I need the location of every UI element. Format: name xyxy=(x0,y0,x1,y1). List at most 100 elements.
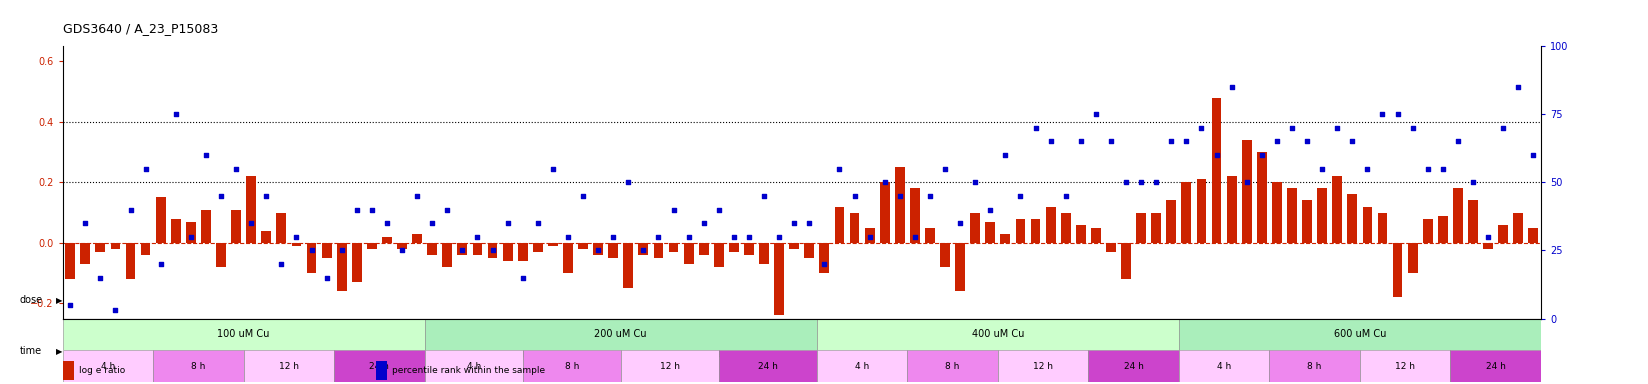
Bar xyxy=(427,243,437,255)
Point xyxy=(1159,138,1185,144)
Point xyxy=(343,207,369,213)
Bar xyxy=(1106,243,1116,252)
Point xyxy=(480,247,506,253)
Bar xyxy=(1178,318,1541,350)
Point xyxy=(842,193,868,199)
Point xyxy=(1022,125,1048,131)
Bar xyxy=(1121,243,1131,279)
Bar xyxy=(1178,350,1269,382)
Bar xyxy=(1196,179,1206,243)
Bar xyxy=(1513,213,1523,243)
Bar xyxy=(684,243,694,264)
Point xyxy=(254,193,280,199)
Point xyxy=(539,166,565,172)
Point xyxy=(555,234,582,240)
Bar xyxy=(1091,228,1101,243)
Point xyxy=(87,275,114,281)
Bar xyxy=(1046,207,1056,243)
Point xyxy=(796,220,822,226)
Bar xyxy=(1393,243,1402,297)
Point xyxy=(901,234,928,240)
Point xyxy=(58,302,84,308)
Bar xyxy=(719,350,817,382)
Bar xyxy=(63,318,425,350)
Text: 600 uM Cu: 600 uM Cu xyxy=(1333,329,1386,339)
Bar xyxy=(244,350,335,382)
Point xyxy=(705,207,732,213)
Bar xyxy=(66,243,76,279)
Point xyxy=(1188,125,1215,131)
Text: percentile rank within the sample: percentile rank within the sample xyxy=(392,366,545,375)
Point xyxy=(1127,179,1154,185)
Bar xyxy=(458,243,468,255)
Bar xyxy=(1257,152,1267,243)
Bar xyxy=(488,243,498,258)
Point xyxy=(1203,152,1229,158)
Bar xyxy=(1167,200,1177,243)
Bar xyxy=(368,243,377,249)
Point xyxy=(1323,125,1350,131)
Bar xyxy=(412,234,422,243)
Bar xyxy=(1528,228,1538,243)
Bar xyxy=(397,243,407,249)
Bar xyxy=(1272,182,1282,243)
Bar xyxy=(425,318,817,350)
Point xyxy=(1112,179,1139,185)
Point xyxy=(163,111,190,117)
Bar xyxy=(775,243,784,316)
Point xyxy=(887,193,913,199)
Bar xyxy=(201,210,211,243)
Point xyxy=(328,247,354,253)
Bar xyxy=(517,243,527,261)
Point xyxy=(298,247,325,253)
Bar xyxy=(216,243,226,267)
Point xyxy=(283,234,310,240)
Point xyxy=(992,152,1018,158)
Point xyxy=(359,207,386,213)
Bar xyxy=(608,243,618,258)
Bar xyxy=(593,243,603,255)
Bar xyxy=(1439,215,1447,243)
Text: 4 h: 4 h xyxy=(101,362,115,371)
Text: 12 h: 12 h xyxy=(1033,362,1053,371)
Bar xyxy=(353,243,361,282)
Point xyxy=(1007,193,1033,199)
Point xyxy=(269,261,295,267)
Point xyxy=(1399,125,1426,131)
Text: 12 h: 12 h xyxy=(279,362,298,371)
Text: 8 h: 8 h xyxy=(565,362,578,371)
Point xyxy=(1384,111,1411,117)
Bar xyxy=(425,350,522,382)
Bar xyxy=(125,243,135,279)
Bar xyxy=(231,210,241,243)
Bar xyxy=(1348,194,1358,243)
Bar xyxy=(96,243,105,252)
Bar xyxy=(110,243,120,249)
Text: 8 h: 8 h xyxy=(191,362,206,371)
Point xyxy=(735,234,761,240)
Text: 8 h: 8 h xyxy=(1307,362,1322,371)
Point xyxy=(193,152,219,158)
Bar xyxy=(834,207,844,243)
Bar xyxy=(1422,218,1432,243)
Bar xyxy=(1030,218,1040,243)
Point xyxy=(615,179,641,185)
Text: 12 h: 12 h xyxy=(659,362,679,371)
Point xyxy=(494,220,521,226)
Point xyxy=(661,207,687,213)
Point xyxy=(404,193,430,199)
Point xyxy=(1294,138,1320,144)
Bar xyxy=(623,243,633,288)
Bar xyxy=(1243,140,1251,243)
Point xyxy=(1369,111,1396,117)
Point xyxy=(433,207,460,213)
Bar xyxy=(1302,200,1312,243)
Bar xyxy=(908,350,997,382)
Bar xyxy=(1135,213,1145,243)
Bar xyxy=(621,350,719,382)
Bar xyxy=(956,243,966,291)
Point xyxy=(1355,166,1381,172)
Point xyxy=(1098,138,1124,144)
Point xyxy=(1490,125,1516,131)
Bar xyxy=(1269,350,1360,382)
